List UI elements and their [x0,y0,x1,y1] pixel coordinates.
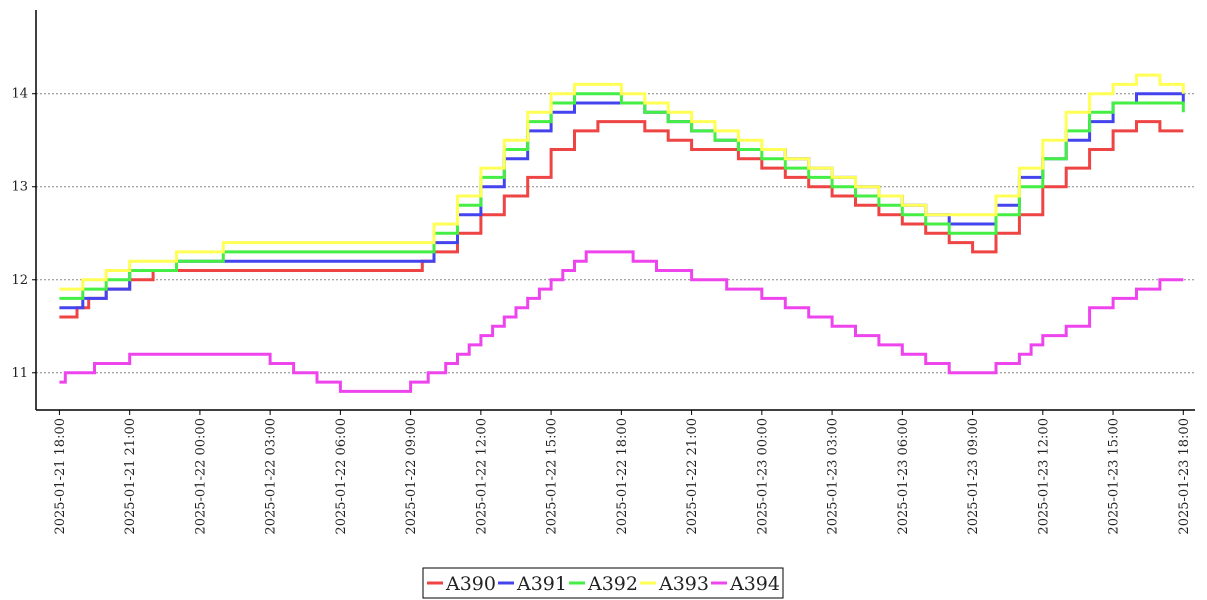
x-tick-label: 2025-01-21 21:00 [123,418,138,535]
x-tick-label: 2025-01-22 00:00 [193,418,208,535]
y-tick-label: 14 [11,87,28,102]
legend-label-a390: A390 [445,573,496,595]
x-tick-label: 2025-01-23 09:00 [966,418,981,535]
x-tick-label: 2025-01-23 03:00 [826,418,841,535]
x-tick-label: 2025-01-21 18:00 [53,418,68,535]
x-tick-label: 2025-01-23 12:00 [1036,418,1051,535]
x-tick-label: 2025-01-22 18:00 [615,418,630,535]
x-tick-label: 2025-01-22 06:00 [334,418,349,535]
legend-label-a391: A391 [516,573,567,595]
legend: A390 A391 A392 A393 A394 [422,567,784,599]
series-line-a390 [59,120,1184,319]
x-tick-label: 2025-01-23 06:00 [896,418,911,535]
x-tick-label: 2025-01-22 12:00 [474,418,489,535]
series-line-a393 [59,73,1185,291]
y-axis-ticks: 11 12 13 14 [11,87,36,381]
y-tick-label: 13 [11,180,28,195]
x-axis-ticks: 2025-01-21 18:00 2025-01-21 21:00 2025-01-… [53,410,1192,535]
y-tick-label: 11 [11,366,28,381]
x-tick-label: 2025-01-22 15:00 [545,418,560,535]
series-line-a391 [59,92,1185,310]
legend-label-a393: A393 [658,573,709,595]
legend-label-a394: A394 [729,573,780,595]
legend-label-a392: A392 [587,573,638,595]
x-tick-label: 2025-01-22 21:00 [685,418,700,535]
y-tick-label: 12 [11,273,28,288]
series-line-a394 [59,250,1184,393]
x-tick-label: 2025-01-23 18:00 [1177,418,1192,535]
x-tick-label: 2025-01-23 00:00 [755,418,770,535]
series-lines [59,73,1185,393]
x-tick-label: 2025-01-22 09:00 [404,418,419,535]
series-line-a392 [59,92,1185,300]
x-tick-label: 2025-01-22 03:00 [264,418,279,535]
gridlines [36,93,1195,374]
axes [35,10,1195,411]
x-tick-label: 2025-01-23 15:00 [1107,418,1122,535]
